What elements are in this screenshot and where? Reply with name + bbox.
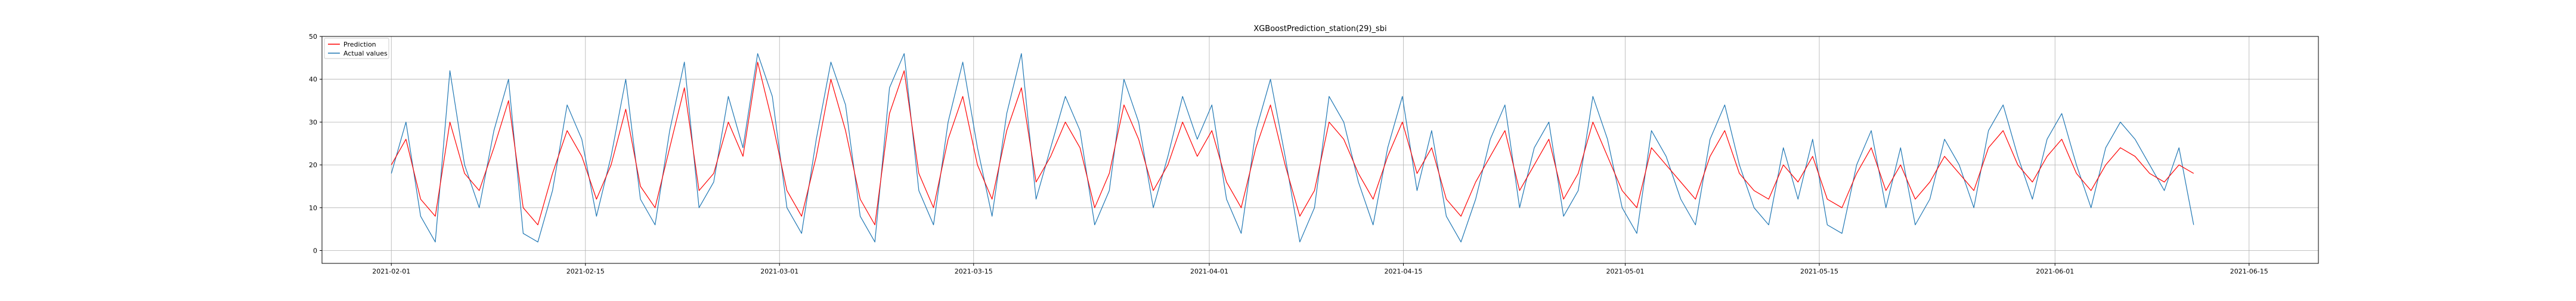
x-tick-label: 2021-06-01 (2036, 268, 2074, 275)
y-tick-label: 20 (309, 161, 317, 169)
x-tick-label: 2021-04-15 (1385, 268, 1423, 275)
x-tick-label: 2021-04-01 (1190, 268, 1228, 275)
legend: Prediction Actual values (324, 38, 389, 59)
x-tick-label: 2021-03-01 (760, 268, 798, 275)
x-tick-label: 2021-02-01 (372, 268, 410, 275)
x-axis: 2021-02-01 2021-02-15 2021-03-01 2021-03-15… (372, 263, 2268, 275)
series-layer (391, 53, 2194, 242)
x-tick-label: 2021-05-15 (1800, 268, 1838, 275)
chart-title: XGBoostPrediction_station(29)_sbi (1253, 24, 1386, 33)
x-tick-label: 2021-06-15 (2230, 268, 2268, 275)
y-tick-label: 30 (309, 118, 317, 126)
x-tick-label: 2021-02-15 (566, 268, 605, 275)
y-tick-label: 50 (309, 33, 317, 41)
plot-area-frame (321, 36, 2319, 264)
legend-label-prediction: Prediction (343, 41, 376, 48)
legend-box (324, 38, 389, 59)
y-tick-label: 0 (313, 247, 317, 254)
y-tick-label: 40 (309, 76, 317, 84)
series-line-prediction (391, 62, 2194, 226)
legend-label-actual-values: Actual values (343, 50, 388, 57)
x-tick-label: 2021-05-01 (1606, 268, 1645, 275)
x-tick-label: 2021-03-15 (955, 268, 993, 275)
y-axis: 0 10 20 30 40 50 (309, 33, 322, 254)
y-tick-label: 10 (309, 204, 317, 212)
